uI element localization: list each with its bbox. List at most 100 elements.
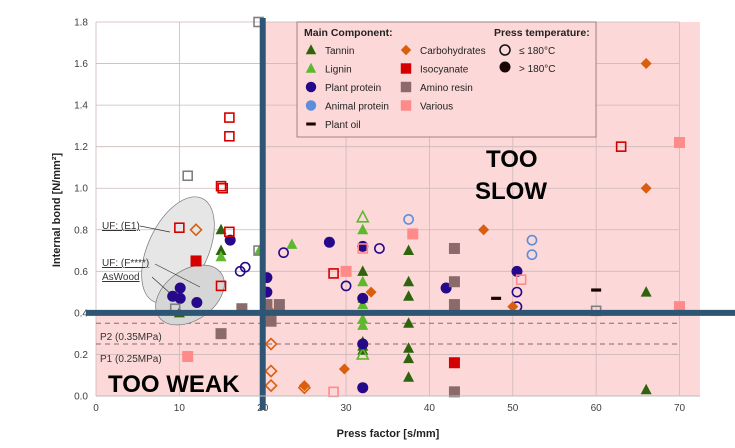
ref-label-p1: P1 (0.25MPa): [100, 354, 162, 365]
tannin-point-filled: [403, 290, 415, 301]
legend-label-lignin: Lignin: [325, 65, 352, 76]
region-label-too-weak: TOO WEAK: [108, 371, 240, 398]
legend-amino-resin-icon: [400, 81, 412, 93]
carbohydrates-point-hollow: [264, 364, 278, 378]
plant-protein-point-filled: [191, 297, 203, 308]
animal-protein-point-hollow: [526, 234, 538, 246]
isocyanate-point-hollow: [215, 180, 227, 192]
plant-protein-point-filled: [323, 236, 335, 248]
carbohydrates-point-filled: [338, 363, 350, 375]
legend-label-temp-low: ≤ 180°C: [519, 46, 555, 57]
lignin-point-filled: [286, 238, 298, 249]
y-tick-label: 0.0: [74, 392, 88, 403]
legend-label-tannin: Tannin: [325, 46, 354, 57]
y-tick-label: 1.4: [74, 101, 88, 112]
amino-resin-point-filled: [215, 328, 227, 340]
tannin-point-filled: [403, 244, 415, 256]
various-point-filled: [407, 228, 419, 240]
isocyanate-point-hollow: [215, 280, 227, 292]
legend-carbohydrates-icon: [400, 44, 412, 56]
carbohydrates-point-hollow: [264, 378, 278, 393]
amino-resin-point-filled: [236, 303, 248, 315]
y-axis-title: Internal bond [N/mm²]: [51, 153, 63, 268]
carbohydrates-point-filled: [365, 286, 377, 298]
various-point-hollow: [515, 274, 527, 285]
plant-protein-point-filled: [357, 382, 369, 394]
leader-line: [154, 263, 201, 288]
legend-isocyanate-icon: [400, 63, 412, 74]
lignin-point-filled: [357, 275, 369, 287]
leader-line: [139, 225, 171, 233]
amino-resin-point-filled: [448, 242, 460, 254]
plant-protein-point-filled: [440, 282, 452, 294]
y-tick-label: 1.0: [74, 184, 88, 195]
lignin-point-filled: [357, 313, 369, 324]
animal-protein-point-hollow: [526, 249, 538, 261]
legend-tannin-icon: [305, 44, 317, 55]
x-tick-label: 0: [93, 403, 99, 414]
various-point-filled: [674, 301, 685, 313]
plant-protein-point-hollow: [340, 280, 352, 292]
reference-lines: P2 (0.35MPa) P1 (0.25MPa): [96, 322, 680, 365]
plant-protein-point-filled: [511, 265, 523, 277]
lignin-point-filled: [357, 223, 369, 235]
legend-label-various: Various: [420, 102, 453, 113]
carbohydrates-point-filled: [640, 58, 652, 70]
isocyanate-point-filled: [190, 255, 202, 267]
plant-protein-point-filled: [224, 234, 236, 246]
tannin-point-filled: [403, 352, 415, 364]
x-tick-label: 50: [507, 403, 519, 414]
tannin-point-filled: [215, 223, 227, 235]
y-tick-label: 1.8: [74, 18, 88, 29]
carbohydrates-point-filled: [298, 380, 310, 392]
plant-protein-point-filled: [357, 292, 369, 304]
legend-title-temperature: Press temperature:: [494, 27, 590, 39]
amino-resin-point-filled: [448, 386, 460, 398]
plant-oil-point-filled: [591, 288, 602, 292]
legend: Main Component: Press temperature: ≤ 180…: [296, 21, 597, 138]
y-tick-label: 0.6: [74, 267, 88, 278]
plant-protein-point-filled: [174, 292, 186, 304]
legend-plant-protein-icon: [305, 81, 317, 93]
annotation-uf-f4star: UF: (F****): [102, 258, 149, 269]
legend-various-icon: [400, 100, 412, 111]
tannin-point-filled: [640, 383, 652, 395]
ref-label-p2: P2 (0.35MPa): [100, 332, 162, 343]
isocyanate-point-hollow: [328, 268, 339, 279]
legend-label-amino-resin: Amino resin: [420, 83, 473, 94]
legend-filled-circle-icon: [499, 61, 511, 73]
y-tick-label: 1.6: [74, 59, 88, 70]
isocyanate-point-hollow: [615, 141, 627, 152]
legend-plant-oil-icon: [306, 122, 316, 126]
legend-label-isocyanate: Isocyanate: [420, 65, 469, 76]
x-tick-label: 10: [174, 403, 186, 414]
amino-resin-point-filled: [448, 299, 460, 311]
region-label-too: TOO: [486, 146, 538, 173]
legend-box: [296, 21, 597, 138]
various-point-filled: [182, 351, 194, 363]
annotation-aswood: AsWood: [102, 272, 140, 283]
y-tick-label: 0.4: [74, 308, 88, 319]
x-axis-title: Press factor [s/mm]: [337, 428, 440, 440]
isocyanate-point-hollow: [174, 222, 185, 233]
legend-animal-protein-icon: [305, 100, 317, 111]
legend-label-plant-protein: Plant protein: [325, 83, 381, 94]
x-tick-label: 30: [341, 403, 353, 414]
tannin-point-filled: [403, 371, 415, 382]
x-tick-label: 40: [424, 403, 436, 414]
various-point-filled: [674, 137, 685, 149]
tannin-point-filled: [215, 244, 227, 256]
tannin-point-filled: [403, 342, 415, 353]
legend-label-temp-high: > 180°C: [519, 64, 556, 75]
plant-protein-point-hollow: [511, 286, 523, 298]
unspecified-grey-point-hollow: [182, 170, 193, 182]
carbohydrates-point-hollow: [264, 337, 278, 351]
isocyanate-point-hollow: [224, 130, 235, 142]
amino-resin-point-filled: [273, 299, 285, 311]
lignin-point-filled: [215, 250, 227, 262]
legend-title-component: Main Component:: [304, 27, 393, 39]
isocyanate-point-hollow: [224, 226, 235, 238]
plant-oil-point-filled: [491, 296, 502, 300]
plant-protein-point-hollow: [239, 261, 251, 273]
leader-line: [151, 276, 173, 296]
